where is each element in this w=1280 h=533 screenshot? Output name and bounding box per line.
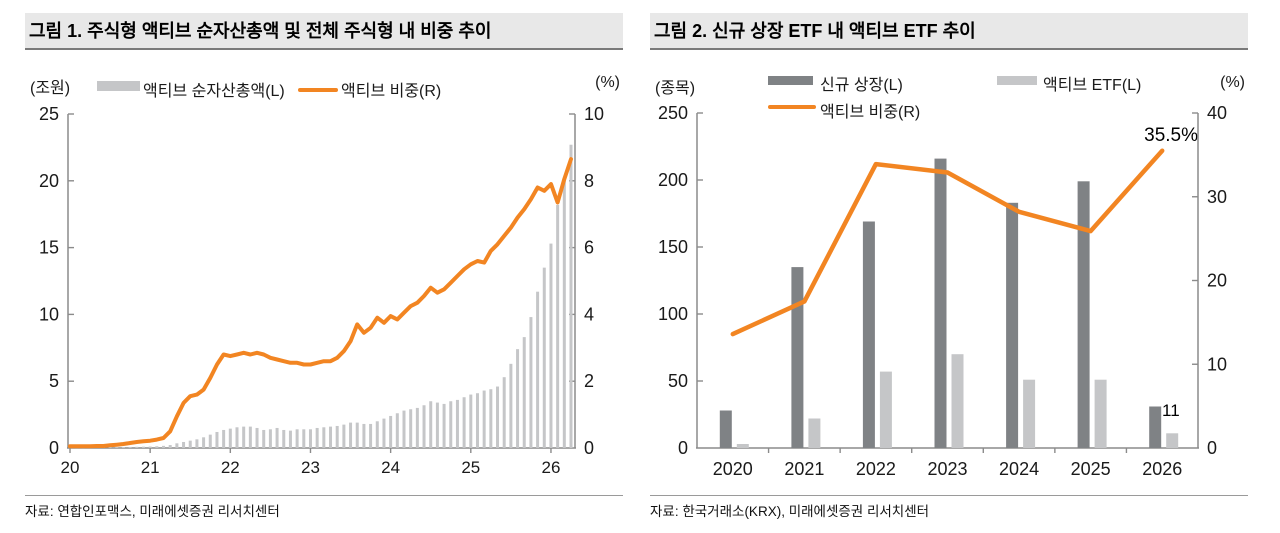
figure-1-title: 그림 1. 주식형 액티브 순자산총액 및 전체 주식형 내 비중 추이 xyxy=(25,13,623,50)
right-tick-label: 30 xyxy=(1207,187,1227,207)
right-tick-label: 2 xyxy=(584,371,594,391)
legend-label-active-ratio-line: 액티브 비중(R) xyxy=(341,83,442,100)
left-tick-label: 0 xyxy=(49,438,59,458)
left-tick-label: 5 xyxy=(49,371,59,391)
right-tick-label: 4 xyxy=(584,304,594,324)
right-tick-label: 0 xyxy=(584,438,594,458)
x-tick-label: 2025 xyxy=(1071,459,1111,479)
figure-2-plot: 0 50 100 150 200 250 0 10 20 30 40 2020 2021 2022 2023… xyxy=(658,103,1227,479)
figure-2-source: 자료: 한국거래소(KRX), 미래에셋증권 리서치센터 xyxy=(650,495,1248,520)
new-listings-bars xyxy=(719,158,1162,449)
left-tick-label: 0 xyxy=(678,438,688,458)
figure-2: 그림 2. 신규 상장 ETF 내 액티브 ETF 추이 (종목) (%) 신규… xyxy=(650,13,1248,520)
left-tick-label: 100 xyxy=(658,304,688,324)
legend-swatch-active-etf-bar xyxy=(997,76,1037,85)
x-tick-label: 20 xyxy=(61,458,80,477)
x-tick-label: 22 xyxy=(221,458,240,477)
left-tick-label: 150 xyxy=(658,237,688,257)
legend-swatch-nav-bar xyxy=(97,81,140,91)
x-tick-label: 23 xyxy=(301,458,320,477)
nav-bars-series xyxy=(68,144,573,449)
left-tick-label: 25 xyxy=(39,104,59,124)
figure-1-left-axis-unit: (조원) xyxy=(30,80,71,97)
figure-1-source: 자료: 연합인포맥스, 미래에셋증권 리서치센터 xyxy=(25,495,623,520)
x-tick-label: 2026 xyxy=(1142,459,1182,479)
left-tick-label: 20 xyxy=(39,171,59,191)
x-tick-label: 24 xyxy=(381,458,400,477)
x-tick-label: 21 xyxy=(141,458,160,477)
right-tick-label: 8 xyxy=(584,171,594,191)
right-tick-label: 0 xyxy=(1207,438,1217,458)
active-ratio-line xyxy=(730,148,1165,337)
annotation-ratio-2026: 35.5% xyxy=(1144,125,1198,146)
x-tick-label: 2020 xyxy=(713,459,753,479)
x-tick-label: 25 xyxy=(461,458,480,477)
figure-2-title: 그림 2. 신규 상장 ETF 내 액티브 ETF 추이 xyxy=(650,13,1248,50)
figure-1-chart-area: (조원) (%) 액티브 순자산총액(L) 액티브 비중(R) 0 5 10 15 20… xyxy=(25,50,623,495)
right-tick-label: 40 xyxy=(1207,103,1227,123)
left-tick-label: 15 xyxy=(39,238,59,258)
figure-2-chart-area: (종목) (%) 신규 상장(L) 액티브 ETF(L) 액티브 비중(R) 3… xyxy=(650,50,1248,495)
x-tick-label: 2021 xyxy=(784,459,824,479)
figure-1: 그림 1. 주식형 액티브 순자산총액 및 전체 주식형 내 비중 추이 (조원… xyxy=(25,13,623,520)
left-tick-label: 200 xyxy=(658,170,688,190)
x-tick-label: 2022 xyxy=(856,459,896,479)
annotation-active-etf-2026: 11 xyxy=(1162,401,1180,420)
x-tick-label: 26 xyxy=(541,458,560,477)
legend-label-nav-bar: 액티브 순자산총액(L) xyxy=(143,83,285,100)
right-tick-label: 6 xyxy=(584,238,594,258)
figure-1-right-axis-unit: (%) xyxy=(595,74,620,91)
left-tick-label: 50 xyxy=(668,371,688,391)
left-tick-label: 250 xyxy=(658,103,688,123)
legend-swatch-active-ratio-line-2 xyxy=(768,105,816,109)
legend-label-active-etf-bar: 액티브 ETF(L) xyxy=(1043,77,1142,94)
left-tick-label: 10 xyxy=(39,304,59,324)
x-tick-label: 2024 xyxy=(999,459,1039,479)
legend-label-new-listings-bar: 신규 상장(L) xyxy=(820,77,903,94)
legend-swatch-active-ratio-line xyxy=(298,88,338,92)
active-ratio-line xyxy=(68,157,573,449)
active-etf-bars xyxy=(736,354,1179,448)
figure-2-left-axis-unit: (종목) xyxy=(655,80,696,97)
right-tick-label: 10 xyxy=(1207,354,1227,374)
right-tick-label: 20 xyxy=(1207,271,1227,291)
x-tick-label: 2023 xyxy=(927,459,967,479)
right-tick-label: 10 xyxy=(584,104,604,124)
legend-label-active-ratio-line-2: 액티브 비중(R) xyxy=(820,104,921,121)
legend-swatch-new-listings-bar xyxy=(768,76,813,85)
figure-2-right-axis-unit: (%) xyxy=(1220,74,1245,91)
